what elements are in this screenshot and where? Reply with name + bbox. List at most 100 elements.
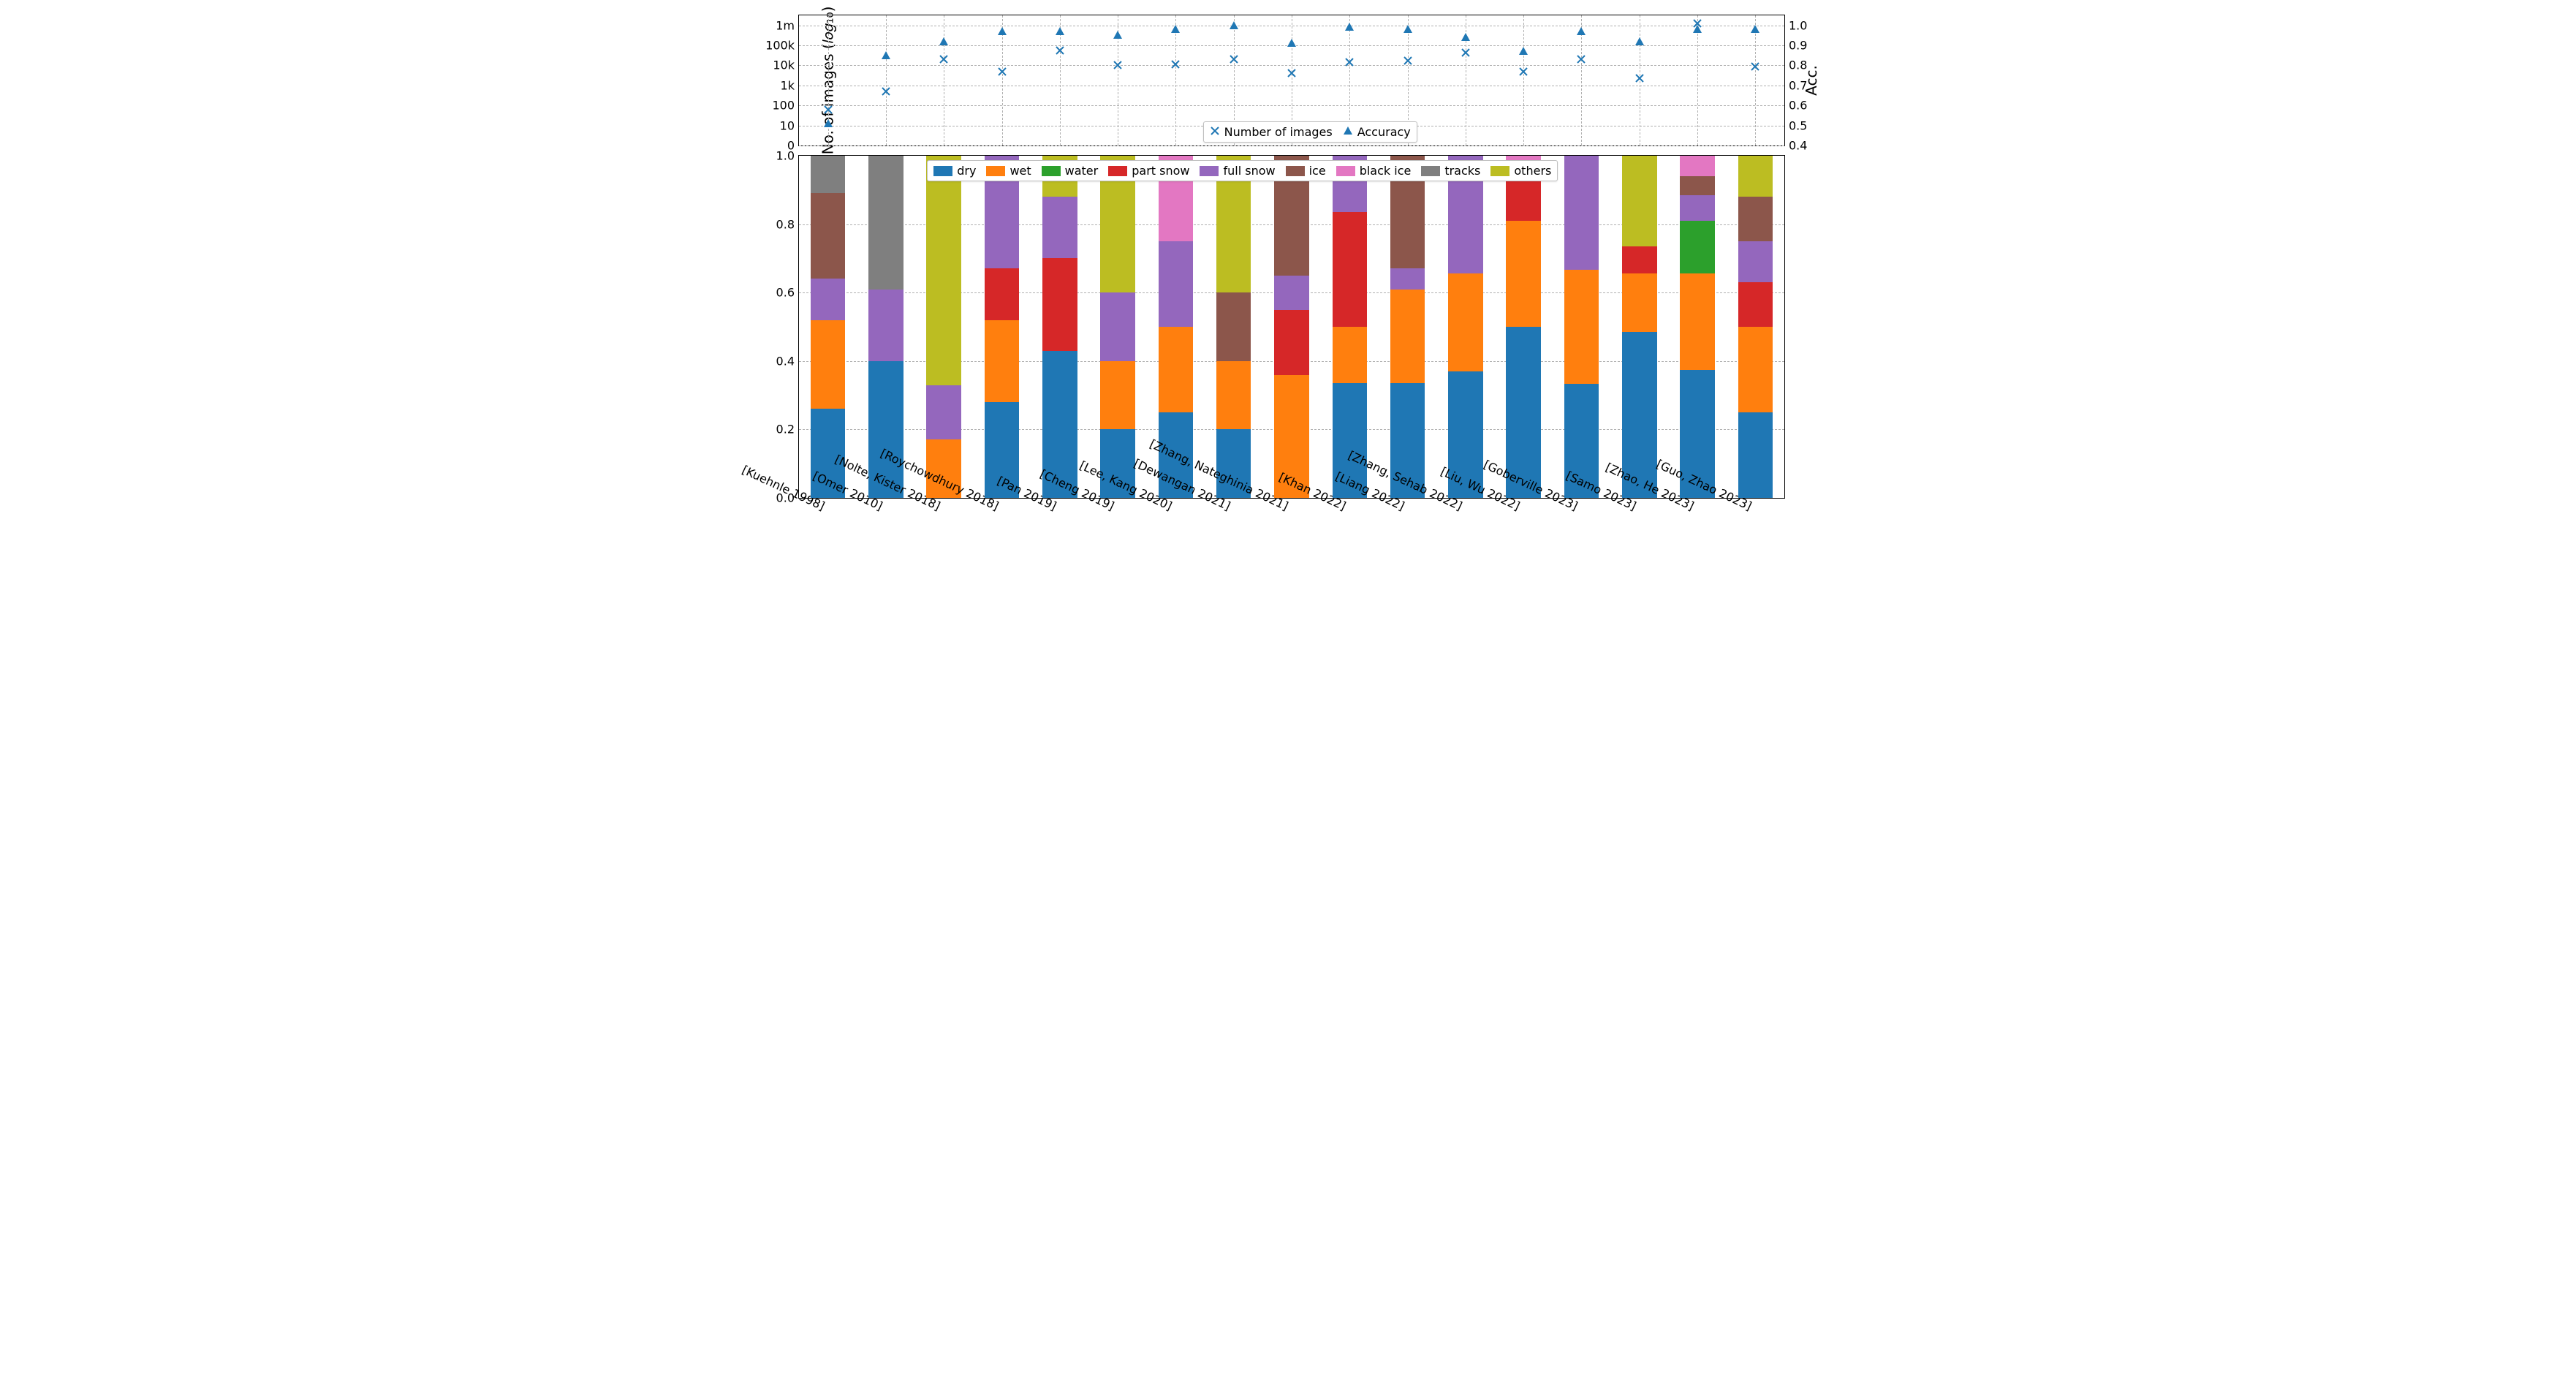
marker-accuracy xyxy=(1287,38,1297,48)
bottom-legend: dry wet water part snow full snow ice bl… xyxy=(927,160,1558,181)
legend-item-others: others xyxy=(1490,164,1551,178)
gridline-v xyxy=(1755,15,1756,145)
bar-segment-ice xyxy=(811,193,846,279)
marker-accuracy xyxy=(1461,32,1471,42)
bar-segment-wet xyxy=(1159,327,1194,412)
ytick-left: 1m xyxy=(776,18,799,32)
marker-images xyxy=(1229,54,1239,64)
bar-segment-ice xyxy=(1680,176,1715,195)
bar-segment-full_snow xyxy=(926,385,961,440)
bar-segment-others xyxy=(1738,156,1773,197)
ytick-left: 1k xyxy=(781,78,799,92)
marker-images xyxy=(1750,61,1760,72)
marker-images xyxy=(1634,73,1645,83)
marker-accuracy xyxy=(881,50,891,61)
marker-images xyxy=(1403,56,1413,66)
marker-images xyxy=(1055,45,1065,56)
x-marker-icon xyxy=(1210,125,1220,139)
legend-item-black_ice: black ice xyxy=(1336,164,1412,178)
bar-segment-wet xyxy=(1564,270,1599,384)
gridline-v xyxy=(1175,15,1176,145)
marker-accuracy xyxy=(1229,20,1239,31)
legend-item-wet: wet xyxy=(986,164,1031,178)
marker-images xyxy=(1113,60,1123,70)
ytick-right: 0.9 xyxy=(1784,39,1807,53)
bar-segment-wet xyxy=(1738,327,1773,412)
gridline-v xyxy=(1523,15,1524,145)
bar-segment-part_snow xyxy=(1274,310,1309,375)
marker-images xyxy=(1576,54,1586,64)
ytick-left: 0.8 xyxy=(776,217,799,231)
ytick-right: 0.5 xyxy=(1784,118,1807,132)
legend-label: dry xyxy=(957,164,976,178)
bar-segment-part_snow xyxy=(1333,212,1368,327)
ytick-left: 0.6 xyxy=(776,286,799,300)
bar-segment-wet xyxy=(1100,361,1135,430)
bar-segment-ice xyxy=(1216,292,1251,361)
marker-accuracy xyxy=(1055,26,1065,37)
legend-item-part_snow: part snow xyxy=(1108,164,1189,178)
bar-segment-full_snow xyxy=(868,290,904,361)
bar-segment-ice xyxy=(1738,197,1773,241)
marker-accuracy xyxy=(1692,24,1702,34)
legend-swatch xyxy=(1421,166,1440,176)
gridline-v xyxy=(886,15,887,145)
bar-segment-wet xyxy=(1333,327,1368,383)
legend-item-images: Number of images xyxy=(1210,125,1333,139)
top-legend: Number of images Accuracy xyxy=(1203,121,1417,143)
ytick-right: 1.0 xyxy=(1784,18,1807,32)
bar-segment-full_snow xyxy=(1738,241,1773,282)
ytick-left: 0.4 xyxy=(776,354,799,368)
top-panel: No. of images (𝑙𝑜𝑔₁₀) Acc. 0101001k10k10… xyxy=(798,15,1785,146)
legend-label: ice xyxy=(1309,164,1326,178)
legend-item-accuracy: Accuracy xyxy=(1343,125,1411,139)
legend-label: water xyxy=(1065,164,1099,178)
marker-accuracy xyxy=(1113,30,1123,40)
bar-segment-black_ice xyxy=(1680,156,1715,176)
bar-segment-full_snow xyxy=(1100,292,1135,361)
marker-accuracy xyxy=(1518,46,1528,56)
marker-images xyxy=(823,105,833,115)
gridline-v xyxy=(1697,15,1698,145)
bar-segment-full_snow xyxy=(1564,156,1599,270)
legend-item-full_snow: full snow xyxy=(1200,164,1275,178)
gridline-h xyxy=(799,145,1784,146)
bar-segment-wet xyxy=(811,320,846,409)
bar-segment-full_snow xyxy=(1680,195,1715,221)
bar-segment-tracks xyxy=(868,156,904,290)
marker-images xyxy=(1518,67,1528,77)
marker-images xyxy=(939,54,949,64)
ytick-left: 0.2 xyxy=(776,423,799,436)
legend-swatch xyxy=(1108,166,1127,176)
triangle-marker-icon xyxy=(1343,125,1353,139)
bar-segment-full_snow xyxy=(1390,268,1425,289)
ytick-right: 0.6 xyxy=(1784,99,1807,113)
legend-label: black ice xyxy=(1360,164,1412,178)
bar-segment-dry xyxy=(1738,412,1773,498)
marker-accuracy xyxy=(1576,26,1586,37)
legend-label: part snow xyxy=(1132,164,1189,178)
bar-segment-wet xyxy=(1680,273,1715,369)
legend-swatch xyxy=(1286,166,1305,176)
ytick-right: 0.7 xyxy=(1784,78,1807,92)
ytick-left: 1.0 xyxy=(776,149,799,163)
marker-accuracy xyxy=(1403,24,1413,34)
marker-images xyxy=(881,86,891,97)
bar-segment-wet xyxy=(1448,273,1483,371)
bar-segment-full_snow xyxy=(1274,276,1309,310)
marker-accuracy xyxy=(1750,24,1760,34)
legend-item-dry: dry xyxy=(933,164,976,178)
ytick-left: 10 xyxy=(780,118,799,132)
legend-label: Accuracy xyxy=(1357,125,1411,139)
marker-accuracy xyxy=(823,118,833,129)
marker-images xyxy=(1287,68,1297,78)
figure: No. of images (𝑙𝑜𝑔₁₀) Acc. 0101001k10k10… xyxy=(740,15,1836,579)
legend-label: full snow xyxy=(1223,164,1275,178)
bar-segment-full_snow xyxy=(1159,241,1194,327)
legend-item-ice: ice xyxy=(1286,164,1326,178)
bar-segment-part_snow xyxy=(1738,282,1773,327)
marker-accuracy xyxy=(1170,24,1181,34)
ytick-left: 10k xyxy=(773,58,799,72)
ytick-left: 100k xyxy=(765,39,799,53)
bar-segment-wet xyxy=(985,320,1020,402)
